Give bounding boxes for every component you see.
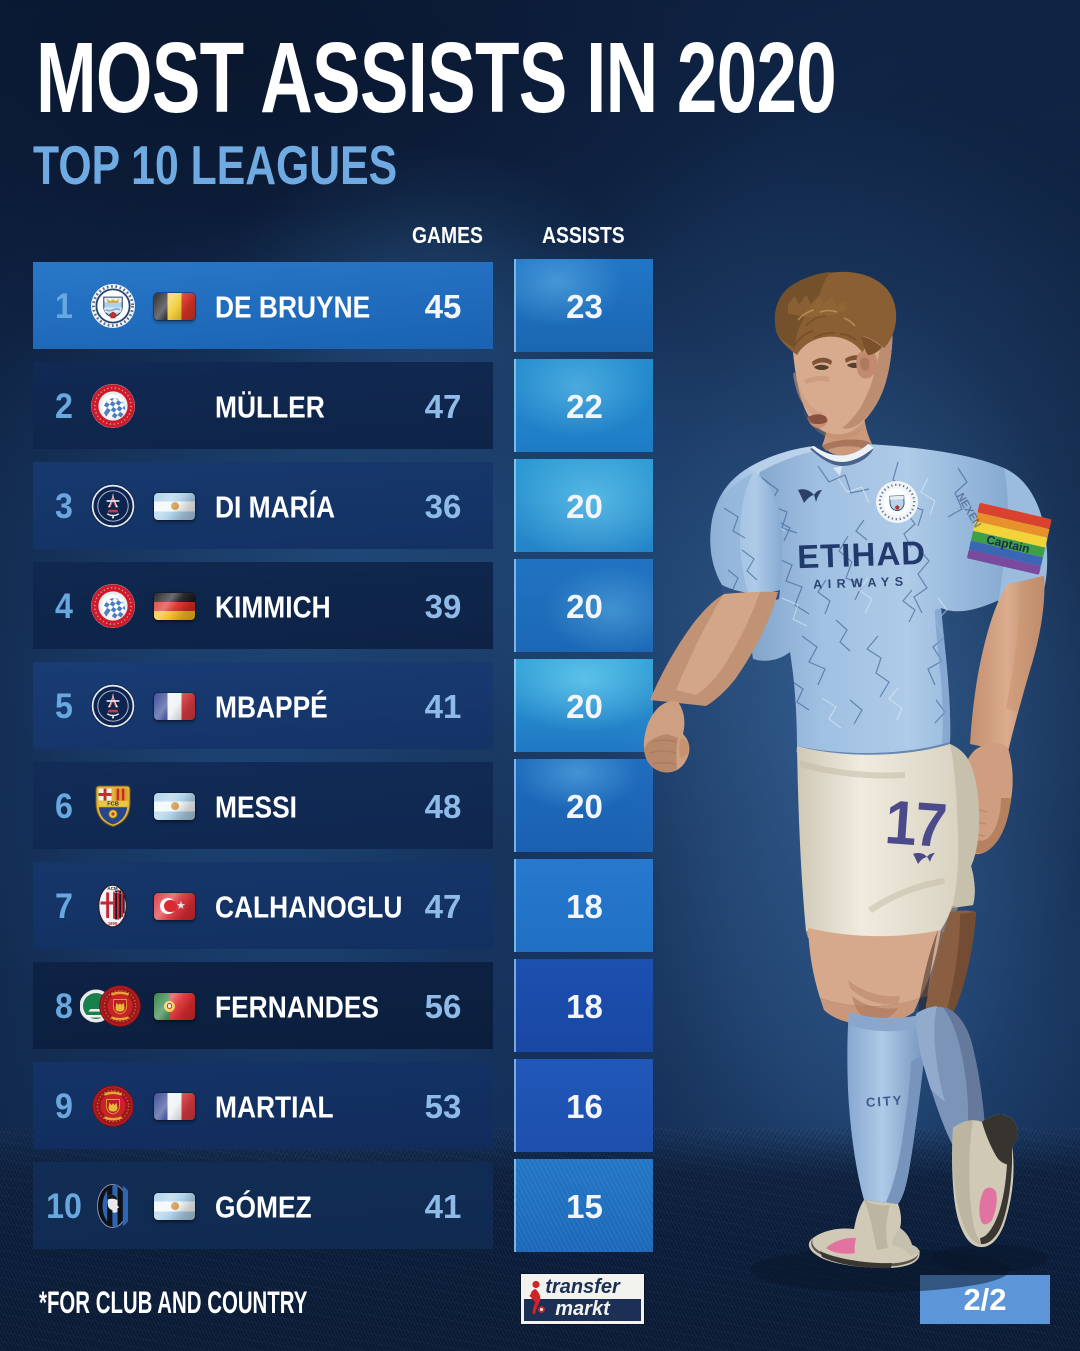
svg-text:AIRWAYS: AIRWAYS <box>813 574 909 591</box>
svg-text:1899: 1899 <box>108 920 118 925</box>
svg-text:CITY: CITY <box>865 1092 904 1110</box>
svg-text:ACM: ACM <box>107 886 118 891</box>
svg-text:17: 17 <box>883 787 947 861</box>
svg-text:FCB: FCB <box>107 801 119 807</box>
svg-text:ETIHAD: ETIHAD <box>797 534 927 575</box>
